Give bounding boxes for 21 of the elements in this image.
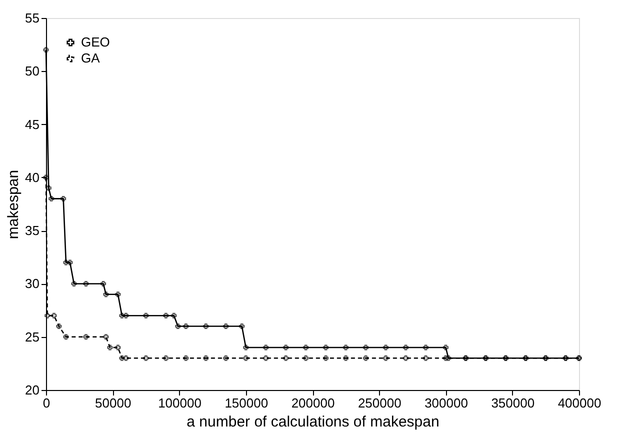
x-tick-label: 350000	[491, 396, 535, 410]
y-tick-label: 30	[25, 276, 40, 292]
x-tick-label: 300000	[424, 396, 468, 410]
y-axis-title: makespan	[5, 170, 22, 240]
y-tick-label: 55	[25, 10, 40, 26]
y-tick-label: 20	[25, 382, 40, 398]
x-tick-label: 400000	[558, 396, 602, 410]
x-tick-label: 100000	[158, 396, 202, 410]
x-tick-label: 50000	[95, 396, 132, 410]
y-tick-label: 25	[25, 329, 40, 344]
x-tick-label: 150000	[224, 396, 268, 410]
y-tick-label: 35	[25, 223, 40, 238]
y-tick-label: 40	[25, 170, 40, 185]
y-tick-label: 45	[25, 116, 40, 132]
x-axis-title: a number of calculations of makespan	[186, 414, 440, 430]
x-tick-label: 250000	[358, 396, 402, 410]
x-tick-label: 200000	[291, 396, 335, 410]
legend-label: GA	[81, 50, 100, 66]
y-tick-label: 50	[25, 64, 40, 79]
x-tick-label: 0	[42, 396, 50, 410]
legend-label: GEO	[81, 34, 110, 50]
